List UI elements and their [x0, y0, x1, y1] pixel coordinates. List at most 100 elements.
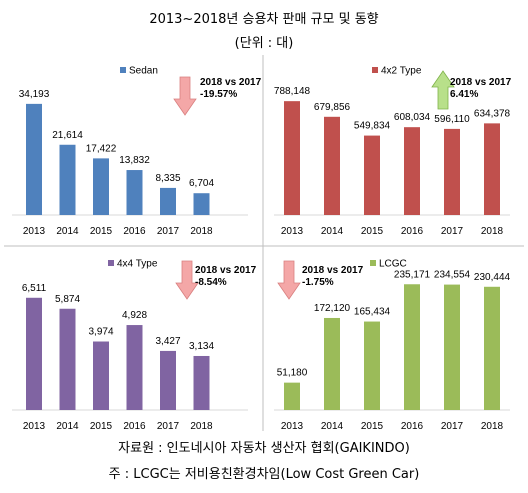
legend-label: 4x4 Type — [117, 259, 158, 270]
bar-2016 — [126, 170, 143, 215]
x-tick-label-2015: 2015 — [361, 226, 384, 237]
annotation-comparison: 2018 vs 2017 — [200, 77, 262, 88]
down-arrow-icon — [277, 260, 301, 300]
bar-2017 — [444, 128, 460, 215]
data-label-2014: 21,614 — [52, 130, 83, 141]
annotation-change: -8.54% — [195, 277, 227, 288]
bar-2015 — [93, 158, 109, 215]
annotation-change: -1.75% — [302, 277, 334, 288]
chart-panel-4: 51,1802013172,1202014165,4342015235,1712… — [274, 259, 511, 432]
data-label-2017: 3,427 — [155, 336, 180, 347]
x-tick-label-2017: 2017 — [441, 226, 464, 237]
data-label-2013: 51,180 — [277, 368, 308, 379]
x-tick-label-2013: 2013 — [23, 421, 46, 432]
x-tick-label-2015: 2015 — [90, 421, 113, 432]
legend-swatch — [372, 67, 378, 73]
bar-2014 — [59, 144, 76, 215]
annotation-change: 6.41% — [450, 89, 478, 100]
data-label-2013: 34,193 — [19, 89, 50, 100]
x-tick-label-2013: 2013 — [281, 226, 304, 237]
x-tick-label-2017: 2017 — [157, 226, 180, 237]
bar-2014 — [59, 308, 76, 410]
bar-2018 — [484, 286, 500, 410]
bar-2016 — [126, 325, 143, 410]
data-label-2013: 788,148 — [274, 86, 311, 97]
x-tick-label-2017: 2017 — [441, 421, 464, 432]
footnote: 주 : LCGC는 저비용친환경차임(Low Cost Green Car) — [108, 467, 420, 482]
bar-2018 — [193, 193, 210, 215]
up-arrow-icon — [431, 70, 455, 110]
x-tick-label-2015: 2015 — [90, 226, 113, 237]
bar-2017 — [444, 284, 460, 410]
x-tick-label-2016: 2016 — [401, 421, 424, 432]
bar-2017 — [160, 187, 176, 215]
x-tick-label-2017: 2017 — [157, 421, 180, 432]
data-label-2013: 6,511 — [22, 283, 47, 294]
annotation-comparison: 2018 vs 2017 — [302, 265, 364, 276]
bar-2018 — [193, 355, 210, 410]
chart-panel-1: 34,193 2013 21,614 2014 17,422 2015 13,832 2016… — [12, 66, 262, 237]
chart-title: 2013~2018년 승용차 판매 규모 및 동향 — [149, 12, 379, 27]
data-label-2016: 13,832 — [119, 155, 150, 166]
legend-swatch — [120, 67, 126, 73]
x-tick-label-2018: 2018 — [190, 226, 213, 237]
bar-2017 — [160, 350, 176, 410]
charts-panel: 34,193 2013 21,614 2014 17,422 2015 13,832 2016… — [4, 55, 524, 432]
bar-2013 — [284, 101, 300, 215]
legend-swatch — [370, 260, 376, 266]
bar-2014 — [324, 317, 340, 410]
data-label-2014: 5,874 — [55, 294, 80, 305]
bar-2015 — [93, 341, 109, 410]
data-label-2017: 234,554 — [434, 270, 471, 281]
bar-2016 — [404, 127, 420, 215]
data-label-2015: 165,434 — [354, 307, 391, 318]
data-label-2017: 8,335 — [155, 173, 180, 184]
x-tick-label-2013: 2013 — [23, 226, 46, 237]
bar-2013 — [284, 382, 300, 410]
data-label-2018: 230,444 — [474, 272, 511, 283]
bar-2015 — [364, 135, 380, 215]
x-tick-label-2016: 2016 — [123, 421, 146, 432]
x-tick-label-2016: 2016 — [123, 226, 146, 237]
legend-swatch — [108, 260, 114, 266]
down-arrow-icon — [175, 260, 199, 300]
source-note: 자료원 : 인도네시아 자동차 생산자 협회(GAIKINDO) — [118, 441, 410, 456]
data-label-2014: 679,856 — [314, 102, 351, 113]
bar-2016 — [404, 284, 420, 410]
data-label-2017: 596,110 — [434, 114, 470, 125]
x-tick-label-2014: 2014 — [56, 226, 79, 237]
data-label-2018: 6,704 — [189, 178, 214, 189]
data-label-2016: 235,171 — [394, 269, 431, 280]
data-label-2016: 608,034 — [394, 112, 431, 123]
annotation-comparison: 2018 vs 2017 — [450, 77, 512, 88]
data-label-2015: 549,834 — [354, 121, 391, 132]
bar-2015 — [364, 321, 380, 410]
legend-label: LCGC — [379, 259, 407, 270]
x-tick-label-2018: 2018 — [481, 226, 504, 237]
bar-2018 — [484, 123, 500, 215]
data-label-2015: 3,974 — [88, 327, 113, 338]
x-tick-label-2018: 2018 — [190, 421, 213, 432]
data-label-2018: 634,378 — [474, 108, 511, 119]
annotation-change: -19.57% — [200, 89, 237, 100]
legend-label: Sedan — [129, 66, 158, 77]
x-tick-label-2016: 2016 — [401, 226, 424, 237]
annotation-comparison: 2018 vs 2017 — [195, 265, 257, 276]
x-tick-label-2014: 2014 — [321, 226, 344, 237]
x-tick-label-2013: 2013 — [281, 421, 304, 432]
chart-panel-3: 6,511 2013 5,874 2014 3,974 2015 4,928 2016 3,42… — [12, 259, 257, 432]
chart-panel-2: 788,148 2013 679,856 2014 549,834 2015 608,034… — [274, 66, 512, 238]
bar-2014 — [324, 116, 340, 215]
bar-2013 — [26, 297, 42, 410]
data-label-2014: 172,120 — [314, 303, 351, 314]
x-tick-label-2015: 2015 — [361, 421, 384, 432]
chart-unit: (단위 : 대) — [234, 36, 294, 51]
bar-2013 — [26, 103, 42, 215]
x-tick-label-2014: 2014 — [56, 421, 79, 432]
x-tick-label-2014: 2014 — [321, 421, 344, 432]
x-tick-label-2018: 2018 — [481, 421, 504, 432]
data-label-2018: 3,134 — [189, 341, 214, 352]
down-arrow-icon — [173, 76, 197, 116]
data-label-2016: 4,928 — [122, 310, 147, 321]
legend-label: 4x2 Type — [381, 66, 422, 77]
